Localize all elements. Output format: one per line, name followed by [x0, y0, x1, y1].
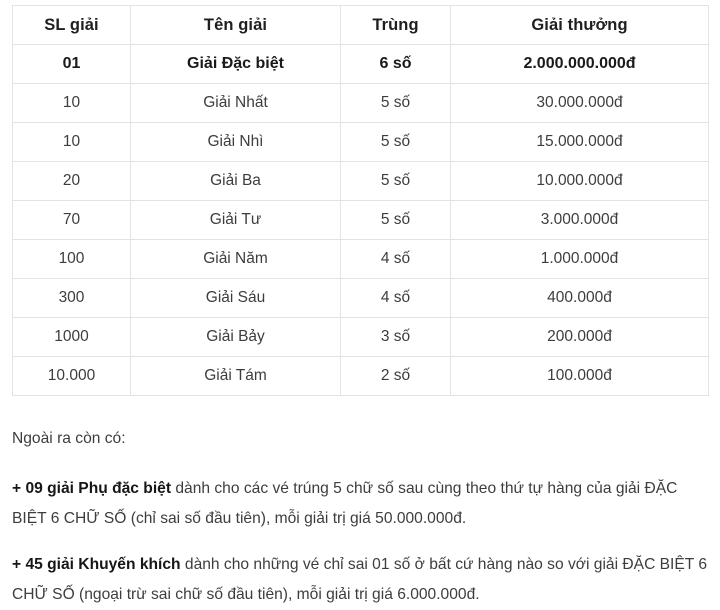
cell-prize-value: 10.000.000đ — [450, 161, 709, 201]
table-row: 10 Giải Nhất 5 số 30.000.000đ — [12, 83, 709, 123]
cell-prize-count: 100 — [12, 239, 131, 279]
cell-match-digits: 5 số — [340, 122, 451, 162]
note-khuyen-khich-text: dành cho những vé chỉ sai 01 số ở bất cứ… — [12, 556, 708, 603]
cell-prize-count: 1000 — [12, 317, 131, 357]
column-header-prize-value: Giải thưởng — [450, 5, 709, 45]
note-phu-dac-biet-label: + 09 giải Phụ đặc biệt — [12, 480, 172, 497]
cell-prize-value: 400.000đ — [450, 278, 709, 318]
cell-prize-name: Giải Đặc biệt — [130, 44, 341, 84]
cell-prize-value: 30.000.000đ — [450, 83, 709, 123]
cell-prize-name: Giải Nhì — [130, 122, 341, 162]
table-header-row: SL giải Tên giải Trùng Giải thưởng — [12, 5, 709, 45]
table-row: 10.000 Giải Tám 2 số 100.000đ — [12, 356, 709, 396]
cell-prize-name: Giải Tư — [130, 200, 341, 240]
cell-match-digits: 5 số — [340, 161, 451, 201]
table-row: 20 Giải Ba 5 số 10.000.000đ — [12, 161, 709, 201]
cell-prize-value: 1.000.000đ — [450, 239, 709, 279]
table-row: 100 Giải Năm 4 số 1.000.000đ — [12, 239, 709, 279]
notes-intro: Ngoài ra còn có: — [12, 430, 126, 447]
cell-prize-count: 20 — [12, 161, 131, 201]
cell-prize-name: Giải Nhất — [130, 83, 341, 123]
cell-prize-name: Giải Ba — [130, 161, 341, 201]
table-row: 10 Giải Nhì 5 số 15.000.000đ — [12, 122, 709, 162]
note-khuyen-khich: + 45 giải Khuyến khích dành cho những vé… — [12, 550, 708, 610]
cell-prize-count: 10.000 — [12, 356, 131, 396]
cell-match-digits: 4 số — [340, 239, 451, 279]
cell-prize-name: Giải Năm — [130, 239, 341, 279]
column-header-prize-count: SL giải — [12, 5, 131, 45]
cell-match-digits: 4 số — [340, 278, 451, 318]
cell-prize-name: Giải Sáu — [130, 278, 341, 318]
cell-prize-name: Giải Bảy — [130, 317, 341, 357]
prize-table-body: 01 Giải Đặc biệt 6 số 2.000.000.000đ 10 Giải … — [12, 44, 709, 396]
cell-match-digits: 6 số — [340, 44, 451, 84]
cell-prize-value: 15.000.000đ — [450, 122, 709, 162]
cell-prize-value: 200.000đ — [450, 317, 709, 357]
cell-prize-count: 10 — [12, 83, 131, 123]
cell-match-digits: 5 số — [340, 83, 451, 123]
cell-prize-count: 10 — [12, 122, 131, 162]
prize-table: SL giải Tên giải Trùng Giải thưởng 01 Giả… — [12, 5, 709, 396]
column-header-prize-name: Tên giải — [130, 5, 341, 45]
table-row: 01 Giải Đặc biệt 6 số 2.000.000.000đ — [12, 44, 709, 84]
cell-prize-value: 2.000.000.000đ — [450, 44, 709, 84]
cell-match-digits: 5 số — [340, 200, 451, 240]
cell-prize-count: 300 — [12, 278, 131, 318]
additional-prizes-notes: Ngoài ra còn có: + 09 giải Phụ đặc biệt … — [12, 424, 708, 610]
cell-match-digits: 2 số — [340, 356, 451, 396]
column-header-match-digits: Trùng — [340, 5, 451, 45]
cell-prize-count: 70 — [12, 200, 131, 240]
cell-prize-value: 3.000.000đ — [450, 200, 709, 240]
cell-prize-value: 100.000đ — [450, 356, 709, 396]
table-row: 70 Giải Tư 5 số 3.000.000đ — [12, 200, 709, 240]
prize-table-container: SL giải Tên giải Trùng Giải thưởng 01 Giả… — [12, 5, 709, 396]
cell-match-digits: 3 số — [340, 317, 451, 357]
table-row: 1000 Giải Bảy 3 số 200.000đ — [12, 317, 709, 357]
prize-table-head: SL giải Tên giải Trùng Giải thưởng — [12, 5, 709, 45]
cell-prize-name: Giải Tám — [130, 356, 341, 396]
table-row: 300 Giải Sáu 4 số 400.000đ — [12, 278, 709, 318]
note-phu-dac-biet-text: dành cho các vé trúng 5 chữ số sau cùng … — [12, 480, 678, 527]
note-phu-dac-biet: + 09 giải Phụ đặc biệt dành cho các vé t… — [12, 474, 708, 534]
note-khuyen-khich-label: + 45 giải Khuyến khích — [12, 556, 181, 573]
cell-prize-count: 01 — [12, 44, 131, 84]
